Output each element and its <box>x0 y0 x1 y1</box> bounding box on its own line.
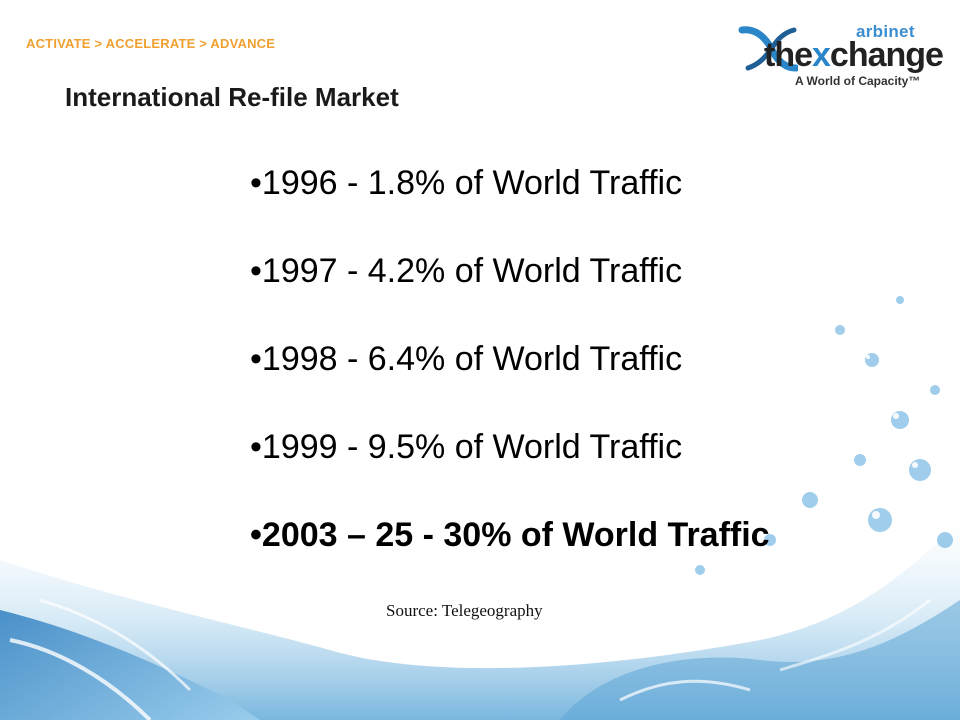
bullet-list: •1996 - 1.8% of World Traffic •1997 - 4.… <box>250 160 770 600</box>
logo-wordmark-suffix: change <box>829 36 944 74</box>
arbinet-x-mark-icon <box>738 26 798 72</box>
logo-wordmark-prefix: the <box>764 36 813 74</box>
bullet-item-1996: •1996 - 1.8% of World Traffic <box>250 164 683 202</box>
logo-wordmark-highlight: x <box>812 36 831 74</box>
bullet-item-2003: •2003 – 25 - 30% of World Traffic <box>250 516 770 554</box>
bullet-item-1999: •1999 - 9.5% of World Traffic <box>250 428 683 466</box>
bullet-item-1997: •1997 - 4.2% of World Traffic <box>250 252 683 290</box>
bullet-item-1998: •1998 - 6.4% of World Traffic <box>250 340 683 378</box>
header-tagline: ACTIVATE > ACCELERATE > ADVANCE <box>26 36 276 51</box>
logo-wordmark: thexchange <box>764 36 944 75</box>
company-logo: arbinet thexchange A World of Capacity™ <box>738 22 948 92</box>
source-citation: Source: Telegeography <box>386 601 543 620</box>
slide-title: International Re-file Market <box>65 82 399 112</box>
logo-subtitle: arbinet <box>856 22 915 41</box>
logo-tagline: A World of Capacity™ <box>795 74 921 88</box>
